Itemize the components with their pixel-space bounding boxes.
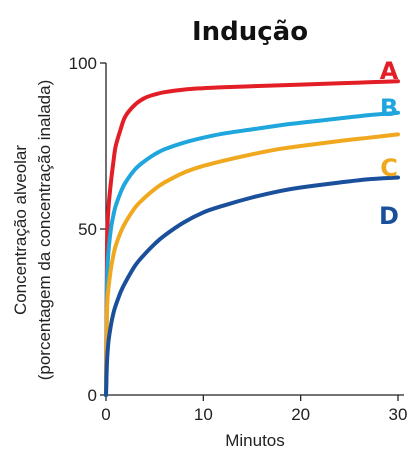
series-labels: AB CD bbox=[379, 57, 399, 230]
series-line-b bbox=[104, 110, 400, 397]
series-curves bbox=[104, 79, 400, 397]
y-axis-label-line1: Concentração alveolar bbox=[11, 145, 30, 315]
series-line-d bbox=[104, 175, 400, 397]
series-label-b: B bbox=[380, 94, 398, 122]
series-label-c: C bbox=[380, 154, 398, 182]
y-tick-label: 50 bbox=[78, 220, 97, 239]
plot-area: 0 50 100 0 10 20 30 AB CD bbox=[69, 54, 408, 424]
series-label-d: D bbox=[379, 202, 399, 230]
series-label-a: A bbox=[380, 57, 399, 85]
series-line-c bbox=[104, 132, 400, 397]
x-tick-label: 20 bbox=[291, 405, 310, 424]
y-tick-label: 0 bbox=[88, 386, 97, 405]
x-tick-label: 30 bbox=[389, 405, 408, 424]
axis-ticks: 0 50 100 0 10 20 30 bbox=[69, 54, 408, 424]
chart-title: Indução bbox=[192, 17, 308, 47]
x-tick-label: 0 bbox=[101, 405, 110, 424]
x-tick-label: 10 bbox=[194, 405, 213, 424]
series-line-a bbox=[104, 79, 400, 397]
y-tick-label: 100 bbox=[69, 54, 97, 73]
y-axis-label-line2: (porcentagem da concentração inalada) bbox=[35, 80, 54, 381]
x-axis-label: Minutos bbox=[225, 431, 285, 450]
